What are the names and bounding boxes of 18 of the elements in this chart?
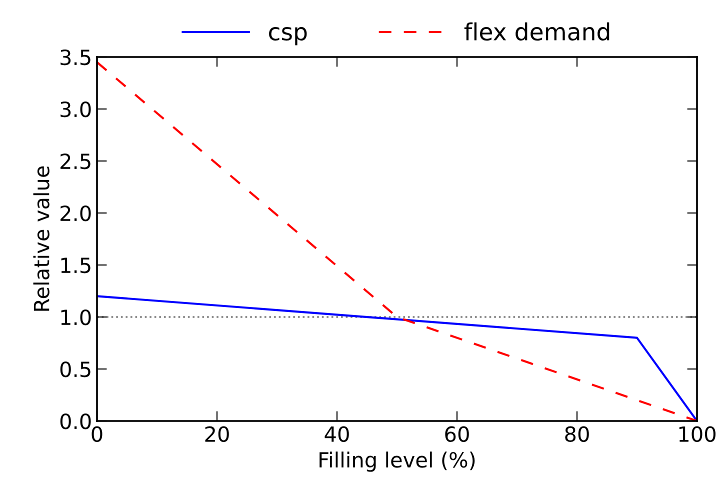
- y-tick-label: 0.0: [60, 413, 91, 430]
- x-tick-label: 60: [445, 426, 469, 442]
- x-tick-label: 80: [565, 426, 589, 442]
- y-tick-label: 2.0: [60, 205, 91, 222]
- y-tick-label: 3.0: [60, 101, 91, 118]
- x-tick-label: 20: [205, 426, 229, 442]
- y-tick-label: 1.0: [61, 309, 91, 326]
- x-axis-title: Filling level (%): [320, 452, 475, 472]
- legend-label: flex demand: [464, 22, 610, 41]
- x-tick-label: 0: [92, 426, 102, 442]
- x-tick-label: 100: [679, 426, 716, 442]
- legend-label: csp: [269, 27, 307, 46]
- x-tick-label: 40: [324, 426, 349, 442]
- y-tick-label: 2.5: [60, 153, 90, 170]
- y-tick-label: 1.5: [61, 258, 90, 274]
- y-tick-label: 3.5: [60, 49, 90, 66]
- y-axis-title: Relative value: [33, 166, 50, 311]
- y-tick-label: 0.5: [60, 361, 90, 378]
